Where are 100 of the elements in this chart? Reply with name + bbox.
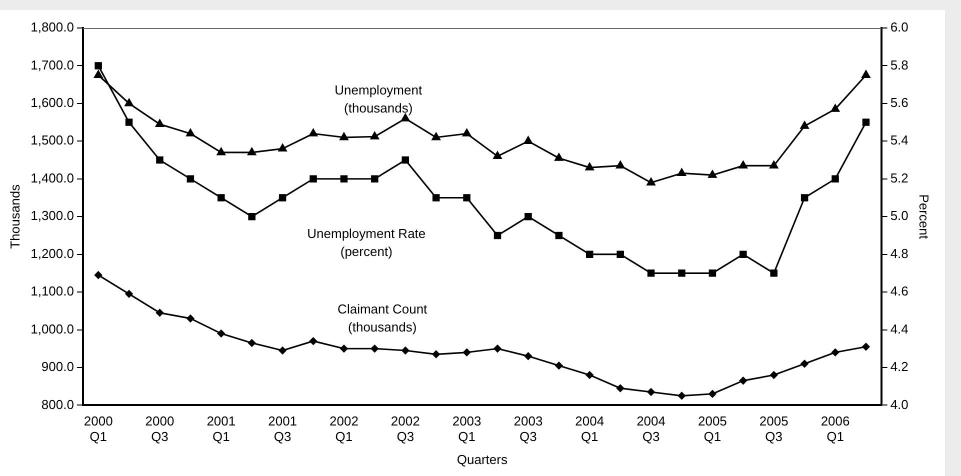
- x-tick-label: 2001 Q1: [206, 414, 236, 444]
- y-tick-label: 900.0: [41, 359, 74, 374]
- point: [770, 371, 778, 379]
- point: [248, 212, 256, 220]
- point: [493, 151, 502, 160]
- point: [402, 346, 410, 354]
- point: [186, 128, 195, 136]
- point: [708, 170, 717, 178]
- y2-tick-label: 5.8: [890, 57, 908, 72]
- point: [585, 162, 594, 170]
- point: [708, 270, 716, 277]
- point: [340, 344, 348, 352]
- y-tick-label: 1,200.0: [30, 246, 74, 261]
- point: [494, 344, 502, 352]
- x-tick-label: 2000 Q3: [145, 414, 174, 444]
- point: [124, 98, 134, 106]
- x-tick-label: 2006 Q1: [820, 414, 850, 444]
- point: [616, 384, 624, 392]
- x-tick-label: 2004 Q1: [575, 414, 604, 444]
- point: [370, 132, 379, 140]
- point: [800, 360, 808, 368]
- point: [340, 175, 348, 183]
- series-label: Claimant Count (thousands): [338, 301, 428, 334]
- point: [862, 118, 870, 126]
- point: [586, 371, 594, 379]
- point: [831, 104, 840, 112]
- point: [125, 290, 133, 298]
- point: [218, 194, 225, 202]
- point: [340, 132, 348, 140]
- point: [217, 330, 225, 338]
- point: [862, 70, 870, 78]
- point: [125, 118, 133, 126]
- series-label: Unemployment (thousands): [334, 82, 422, 116]
- point: [555, 362, 563, 370]
- x-tick-label: 2000 Q1: [84, 414, 113, 444]
- point: [216, 148, 226, 156]
- point: [156, 156, 164, 164]
- point: [462, 128, 472, 136]
- point: [248, 339, 256, 347]
- point: [94, 62, 102, 70]
- x-axis-title: Quarters: [456, 452, 508, 467]
- point: [278, 144, 287, 152]
- point: [647, 270, 655, 277]
- x-tick-label: 2004 Q3: [636, 414, 666, 444]
- point: [309, 337, 318, 345]
- y2-tick-label: 5.0: [890, 208, 908, 224]
- y2-axis-title: Percent: [916, 194, 932, 240]
- point: [463, 348, 471, 356]
- x-tick-label: 2003 Q3: [514, 414, 543, 444]
- point: [310, 175, 317, 183]
- y2-tick-label: 4.8: [890, 246, 908, 261]
- x-tick-label: 2005 Q3: [759, 414, 788, 444]
- x-tick-label: 2001 Q3: [268, 414, 298, 444]
- point: [402, 156, 410, 164]
- y-tick-label: 1,300.0: [30, 208, 74, 224]
- y2-tick-label: 5.2: [890, 170, 908, 186]
- point: [524, 136, 532, 144]
- x-tick-label: 2005 Q1: [698, 414, 727, 444]
- point: [463, 194, 470, 202]
- point: [832, 175, 839, 183]
- point: [494, 232, 502, 240]
- y-tick-label: 1,500.0: [30, 132, 74, 148]
- point: [94, 70, 103, 78]
- y-tick-label: 1,700.0: [30, 57, 74, 72]
- point: [186, 314, 194, 322]
- y2-tick-label: 4.6: [890, 284, 908, 299]
- point: [738, 160, 748, 168]
- y-tick-label: 1,000.0: [30, 321, 74, 336]
- point: [432, 194, 440, 202]
- text: Unemployment Rate (percent): [307, 226, 426, 259]
- point: [770, 270, 778, 277]
- point: [156, 308, 164, 317]
- point: [309, 128, 318, 136]
- point: [862, 342, 870, 351]
- y2-tick-label: 6.0: [890, 20, 908, 35]
- x-tick-label: 2002 Q1: [330, 414, 358, 444]
- point: [278, 194, 286, 202]
- point: [554, 153, 564, 161]
- point: [740, 250, 747, 258]
- y-tick-label: 1,400.0: [30, 170, 74, 186]
- point: [94, 271, 102, 279]
- point: [770, 160, 778, 168]
- y-axis-title: Thousands: [7, 184, 22, 249]
- y2-tick-label: 4.2: [890, 359, 908, 374]
- point: [678, 270, 686, 277]
- point: [831, 348, 840, 356]
- point: [800, 121, 809, 129]
- point: [739, 376, 747, 384]
- y2-tick-label: 4.0: [890, 396, 908, 412]
- y-tick-label: 1,800.0: [30, 20, 74, 35]
- point: [370, 344, 378, 352]
- y2-tick-label: 4.4: [890, 321, 908, 336]
- y-tick-label: 800.0: [41, 396, 74, 412]
- y2-tick-label: 5.4: [890, 132, 908, 148]
- y-tick-label: 1,600.0: [30, 95, 74, 110]
- x-tick-label: 2003 Q1: [452, 414, 482, 444]
- point: [432, 132, 440, 140]
- point: [524, 352, 532, 360]
- point: [586, 250, 594, 258]
- point: [186, 175, 194, 183]
